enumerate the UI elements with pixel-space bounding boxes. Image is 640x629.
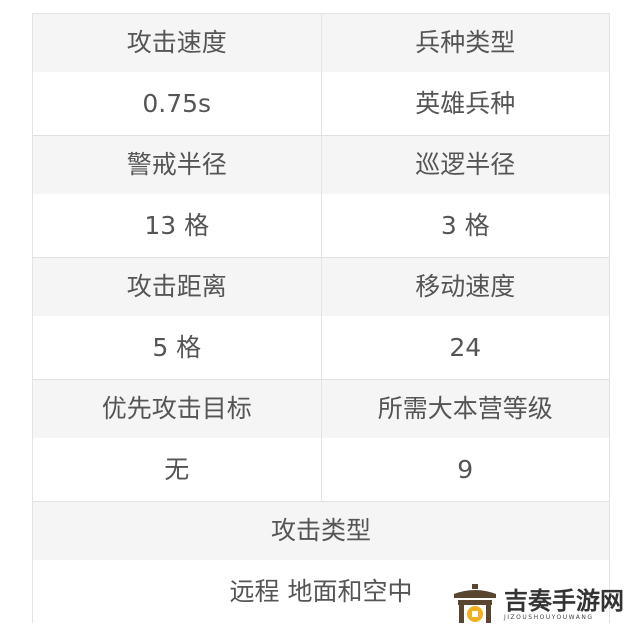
table-cell: 无 — [164, 455, 190, 484]
watermark-text: 吉奏手游网 — [504, 585, 624, 615]
table-header: 攻击类型 — [270, 516, 371, 545]
unit-stats-table: 攻击速度 兵种类型 0.75s 英雄兵种 警戒半径 巡逻半径 13 格 3 格 攻击距离… — [32, 13, 610, 623]
stats-row-2: 警戒半径 巡逻半径 13 格 3 格 — [33, 136, 609, 258]
watermark-logo: 吉奏手游网 JIZOUSHOUYOUWANG — [452, 584, 624, 624]
table-header: 攻击速度 — [126, 28, 227, 57]
table-cell: 远程 地面和空中 — [229, 577, 413, 606]
table-cell: 24 — [320, 316, 610, 379]
table-cell: 0.75s — [142, 89, 212, 118]
table-header: 移动速度 — [320, 258, 610, 316]
table-header: 攻击距离 — [126, 272, 227, 301]
table-header: 兵种类型 — [320, 14, 610, 72]
table-cell: 3 格 — [320, 194, 610, 257]
table-header: 巡逻半径 — [320, 136, 610, 194]
table-cell: 5 格 — [152, 333, 202, 362]
watermark-subtext: JIZOUSHOUYOUWANG — [504, 613, 594, 621]
table-header: 警戒半径 — [126, 150, 227, 179]
stats-row-attack-type: 攻击类型 远程 地面和空中 — [33, 502, 609, 623]
table-cell: 13 格 — [144, 211, 210, 240]
table-cell: 英雄兵种 — [320, 72, 610, 135]
stats-row-3: 攻击距离 移动速度 5 格 24 — [33, 258, 609, 380]
table-header: 优先攻击目标 — [101, 394, 252, 423]
stats-row-1: 攻击速度 兵种类型 0.75s 英雄兵种 — [33, 14, 609, 136]
table-cell: 9 — [320, 438, 610, 501]
table-header: 所需大本营等级 — [320, 380, 610, 438]
stats-row-4: 优先攻击目标 所需大本营等级 无 9 — [33, 380, 609, 502]
pavilion-coin-icon — [454, 584, 496, 623]
